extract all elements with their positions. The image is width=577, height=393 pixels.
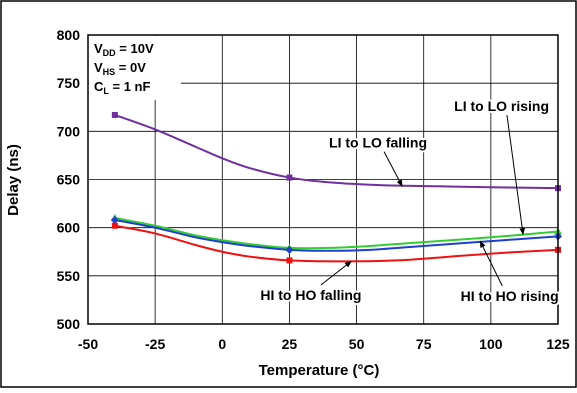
y-axis-label: Delay (ns) — [5, 144, 22, 216]
series-annotation-arrow-3 — [320, 260, 352, 286]
condition-vdd-sub: DD — [103, 48, 116, 58]
x-tick-labels: -50 -25 0 25 50 75 100 125 — [78, 336, 570, 352]
y-tick-label: 700 — [57, 123, 81, 139]
condition-cl-sub: L — [103, 86, 109, 96]
series-annotation-arrow-0 — [383, 151, 403, 187]
condition-vhs: VHS = 0V — [94, 60, 146, 77]
x-tick-label: 50 — [349, 336, 365, 352]
y-tick-label: 650 — [57, 172, 81, 188]
condition-cl: CL = 1 nF — [94, 79, 150, 96]
series-point-2 — [285, 245, 294, 254]
plot-area-frame — [87, 34, 559, 325]
series-annotation-arrow-2 — [479, 240, 503, 287]
y-tick-label: 550 — [57, 268, 81, 284]
series-annotation-arrow-1 — [506, 115, 526, 236]
y-tick-label: 500 — [57, 316, 81, 332]
test-conditions-background — [89, 36, 181, 100]
y-tick-label: 750 — [57, 75, 81, 91]
y-tick-label: 600 — [57, 220, 81, 236]
condition-vhs-sub: HS — [103, 67, 116, 77]
condition-cl-main: C — [94, 79, 104, 94]
x-tick-label: -25 — [145, 336, 165, 352]
condition-vdd-rest: = 10V — [116, 41, 154, 56]
series-annotation-label-1: LI to LO rising — [454, 98, 549, 114]
x-axis-label: Temperature (°C) — [259, 362, 380, 379]
series-annotation-label-2: HI to HO rising — [461, 288, 559, 304]
series-annotations: LI to LO falling LI to LO rising HI to HO … — [258, 96, 560, 306]
condition-vhs-rest: = 0V — [115, 60, 146, 75]
x-tick-label: -50 — [78, 336, 98, 352]
series-point-3 — [111, 222, 118, 229]
series-point-0 — [286, 174, 293, 181]
x-tick-label: 25 — [282, 336, 298, 352]
y-tick-label: 800 — [57, 27, 81, 43]
x-tick-label: 0 — [218, 336, 226, 352]
series-point-0 — [111, 111, 118, 118]
series-annotation-label-3: HI to HO falling — [260, 287, 361, 303]
series-annotation-label-0: LI to LO falling — [329, 135, 427, 151]
series-point-2 — [110, 215, 119, 224]
x-tick-label: 100 — [479, 336, 503, 352]
condition-cl-rest: = 1 nF — [109, 79, 151, 94]
series-point-3 — [286, 257, 293, 264]
test-conditions-box: VDD = 10V VHS = 0V CL = 1 nF — [89, 36, 181, 100]
condition-vhs-main: V — [94, 60, 103, 75]
condition-vdd: VDD = 10V — [94, 41, 154, 58]
y-tick-labels: 500 550 600 650 700 750 800 — [57, 27, 81, 332]
x-tick-label: 125 — [546, 336, 570, 352]
x-tick-label: 75 — [416, 336, 432, 352]
condition-vdd-main: V — [94, 41, 103, 56]
